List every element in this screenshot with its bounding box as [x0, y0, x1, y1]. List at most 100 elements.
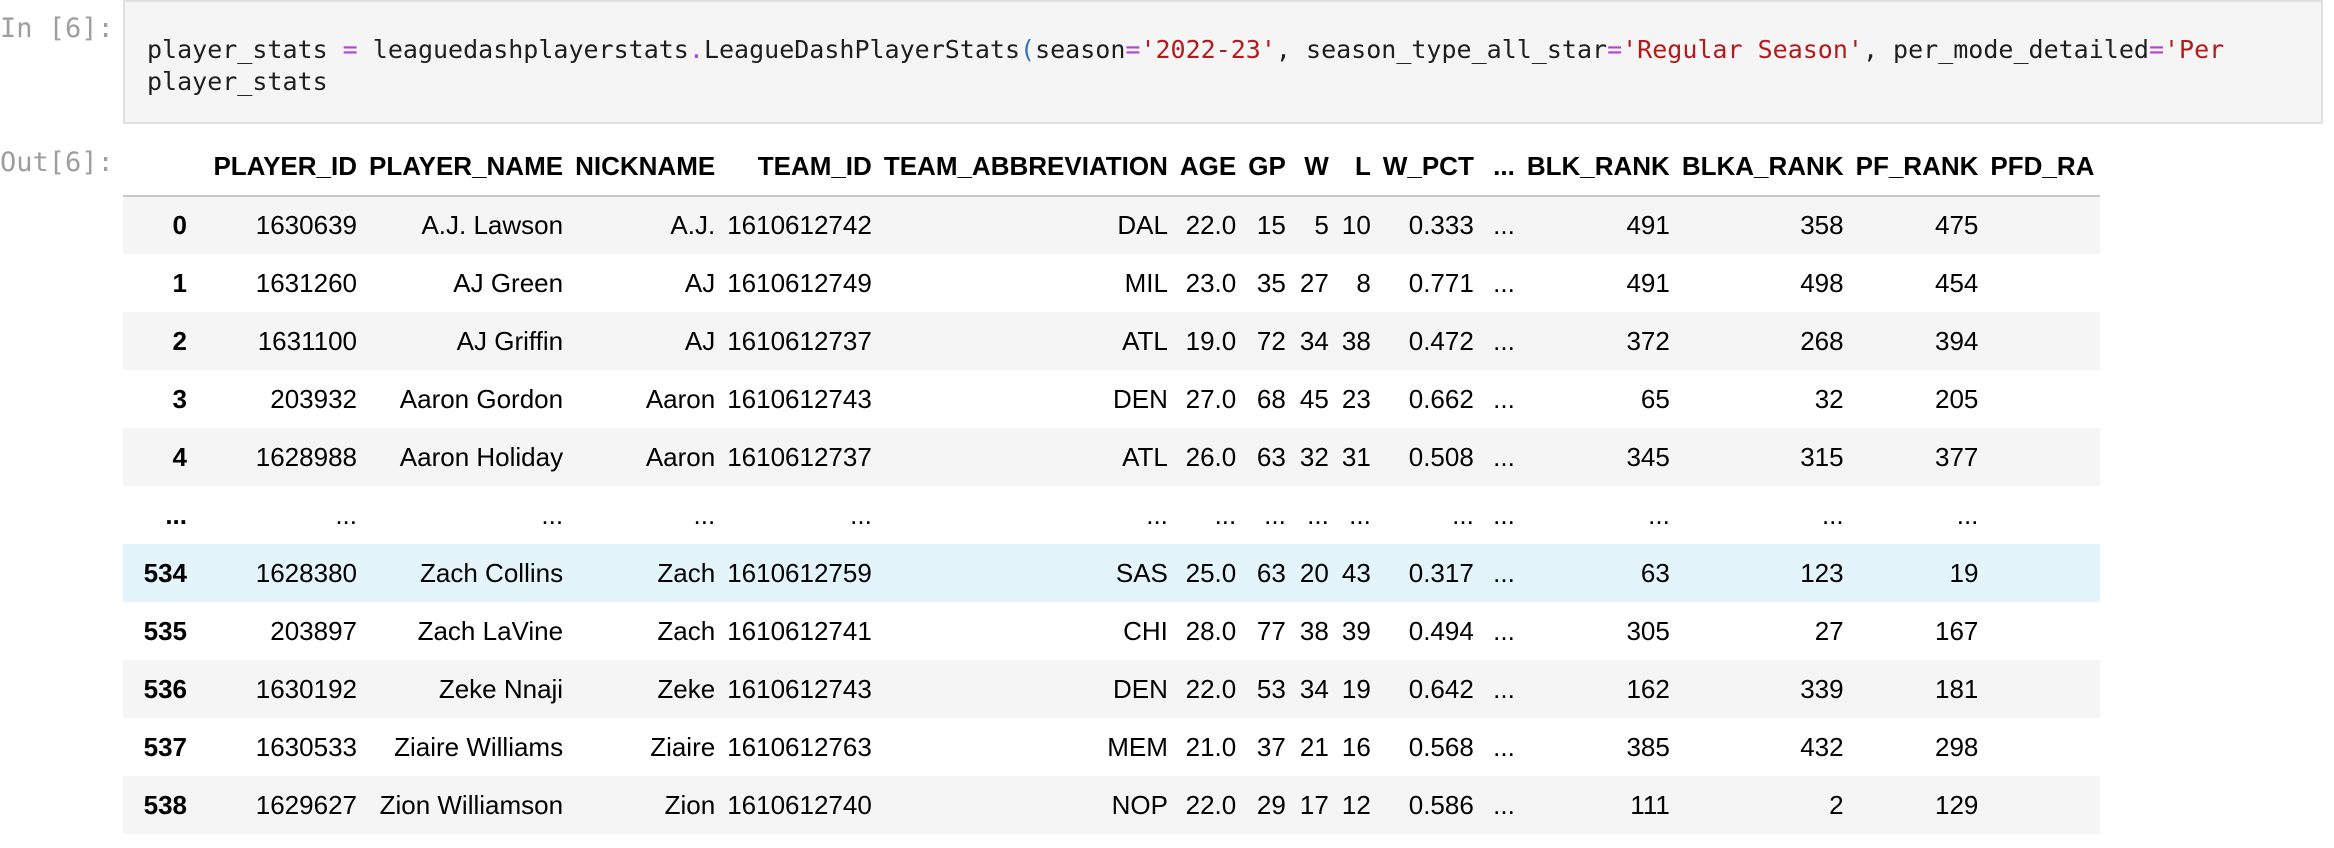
table-cell: ... — [1146, 499, 1168, 530]
table-cell: 1610612759 — [727, 557, 872, 588]
table-cell: ... — [1493, 499, 1515, 530]
table-cell: 0.317 — [1408, 557, 1474, 588]
code-token-dot: . — [688, 35, 704, 64]
table-cell: ... — [541, 499, 564, 530]
table-cell: 34 — [1299, 325, 1329, 356]
output-area[interactable]: PLAYER_ID PLAYER_NAME NICKNAME TEAM_ID TEAM_… — [123, 138, 2323, 848]
table-row[interactable]: ........................................… — [123, 486, 2101, 544]
table-cell: ... — [1821, 499, 1844, 530]
table-cell: 475 — [1935, 210, 1979, 240]
table-cell: ... — [1493, 731, 1515, 762]
table-row[interactable]: 4 1628988 Aaron Holiday Aaron 1610612737 ATL 2… — [123, 428, 2101, 486]
table-cell: 0.662 — [1408, 383, 1474, 414]
column-header: ... — [1479, 138, 1521, 197]
table-cell: 28.0 — [1185, 615, 1237, 646]
table-cell: 203897 — [270, 615, 357, 646]
column-header: AGE — [1173, 138, 1243, 197]
table-cell: 39 — [1341, 615, 1371, 646]
table-cell: 1628380 — [255, 557, 357, 588]
table-cell: CHI — [1123, 615, 1168, 646]
table-cell: 372 — [1626, 325, 1670, 356]
table-cell: 181 — [1935, 673, 1979, 704]
table-cell: 1630533 — [255, 731, 357, 762]
table-cell: Aaron — [645, 383, 716, 414]
code-token-eq-1: = — [1125, 35, 1141, 64]
table-cell — [1984, 370, 2100, 428]
column-header: BLKA_RANK — [1675, 138, 1850, 197]
row-index: 537 — [143, 731, 187, 762]
row-index: 0 — [172, 210, 187, 240]
table-cell: 1610612741 — [727, 615, 872, 646]
table-cell: 15 — [1256, 210, 1286, 240]
table-row[interactable]: 534 1628380 Zach Collins Zach 1610612759 SAS 2… — [123, 544, 2101, 602]
table-cell: 0.771 — [1408, 267, 1474, 298]
table-cell: AJ Griffin — [456, 325, 564, 356]
table-row[interactable]: 0 1630639 A.J. Lawson A.J. 1610612742 DAL 22.0… — [123, 196, 2101, 254]
table-cell: 491 — [1626, 267, 1670, 298]
table-cell: ATL — [1122, 441, 1168, 472]
table-cell: MEM — [1107, 731, 1168, 762]
table-row[interactable]: 538 1629627 Zion Williamson Zion 1610612740 N… — [123, 776, 2101, 834]
table-cell: 1610612742 — [727, 210, 872, 240]
table-row[interactable]: 535 203897 Zach LaVine Zach 1610612741 CHI 28.… — [123, 602, 2101, 660]
table-cell: 63 — [1256, 557, 1286, 588]
row-index: 3 — [172, 383, 187, 414]
table-cell: 17 — [1299, 789, 1329, 820]
code-token-arg-per-mode: , per_mode_detailed — [1862, 35, 2149, 64]
table-cell: 1631100 — [257, 325, 357, 356]
table-cell: ... — [1493, 673, 1515, 704]
table-cell — [1984, 486, 2100, 544]
column-header: PLAYER_ID — [193, 138, 363, 197]
column-header: BLK_RANK — [1520, 138, 1676, 197]
table-cell: 12 — [1341, 789, 1371, 820]
table-cell: AJ — [684, 267, 716, 298]
table-cell: DEN — [1113, 673, 1168, 704]
table-row[interactable]: 3 203932 Aaron Gordon Aaron 1610612743 DEN 27.… — [123, 370, 2101, 428]
code-token-arg-season-type: , season_type_all_star — [1275, 35, 1608, 64]
table-cell: 5 — [1314, 210, 1329, 240]
table-cell: Zach — [657, 557, 716, 588]
code-token-arg-season: season — [1035, 35, 1126, 64]
table-cell: 491 — [1626, 210, 1670, 240]
table-cell: 0.508 — [1408, 441, 1474, 472]
table-cell: 205 — [1935, 383, 1979, 414]
table-cell: 38 — [1299, 615, 1329, 646]
table-row[interactable]: 537 1630533 Ziaire Williams Ziaire 161061276… — [123, 718, 2101, 776]
code-cell[interactable]: player_stats = leaguedashplayerstats.Lea… — [123, 0, 2323, 124]
column-header: L — [1334, 138, 1377, 197]
table-cell: 19 — [1341, 673, 1371, 704]
code-token-paren: ( — [1020, 35, 1036, 64]
table-cell: ... — [1493, 789, 1515, 820]
table-cell: 1628988 — [255, 441, 357, 472]
table-cell — [1984, 776, 2100, 834]
table-row[interactable]: 2 1631100 AJ Griffin AJ 1610612737 ATL 19.0 72 3… — [123, 312, 2101, 370]
table-cell — [1984, 428, 2100, 486]
table-cell: DAL — [1117, 210, 1168, 240]
row-index: 538 — [143, 789, 187, 820]
table-cell: 27.0 — [1185, 383, 1237, 414]
table-cell: 29 — [1256, 789, 1286, 820]
table-cell: ... — [1349, 499, 1371, 530]
column-header: W — [1291, 138, 1335, 197]
table-cell: Zach LaVine — [417, 615, 564, 646]
code-token-class: LeagueDashPlayerStats — [703, 35, 1021, 64]
table-cell: ... — [1493, 325, 1515, 356]
table-cell: 0.568 — [1408, 731, 1474, 762]
table-cell: 16 — [1341, 731, 1371, 762]
table-cell: 1610612763 — [727, 731, 872, 762]
table-row[interactable]: 536 1630192 Zeke Nnaji Zeke 1610612743 DEN 22.… — [123, 660, 2101, 718]
column-header: W_PCT — [1376, 138, 1480, 197]
table-cell: ... — [850, 499, 872, 530]
table-cell: 1610612740 — [727, 789, 872, 820]
table-cell: 34 — [1299, 673, 1329, 704]
table-cell: ... — [335, 499, 357, 530]
table-row[interactable]: 1 1631260 AJ Green AJ 1610612749 MIL 23.0 35 27 8… — [123, 254, 2101, 312]
table-cell: 77 — [1256, 615, 1286, 646]
table-cell: ... — [1493, 210, 1515, 240]
table-cell: ... — [1493, 441, 1515, 472]
table-cell — [1984, 718, 2100, 776]
table-cell: Aaron — [645, 441, 716, 472]
table-cell: 315 — [1800, 441, 1844, 472]
table-cell: DEN — [1113, 383, 1168, 414]
table-cell: 31 — [1341, 441, 1371, 472]
